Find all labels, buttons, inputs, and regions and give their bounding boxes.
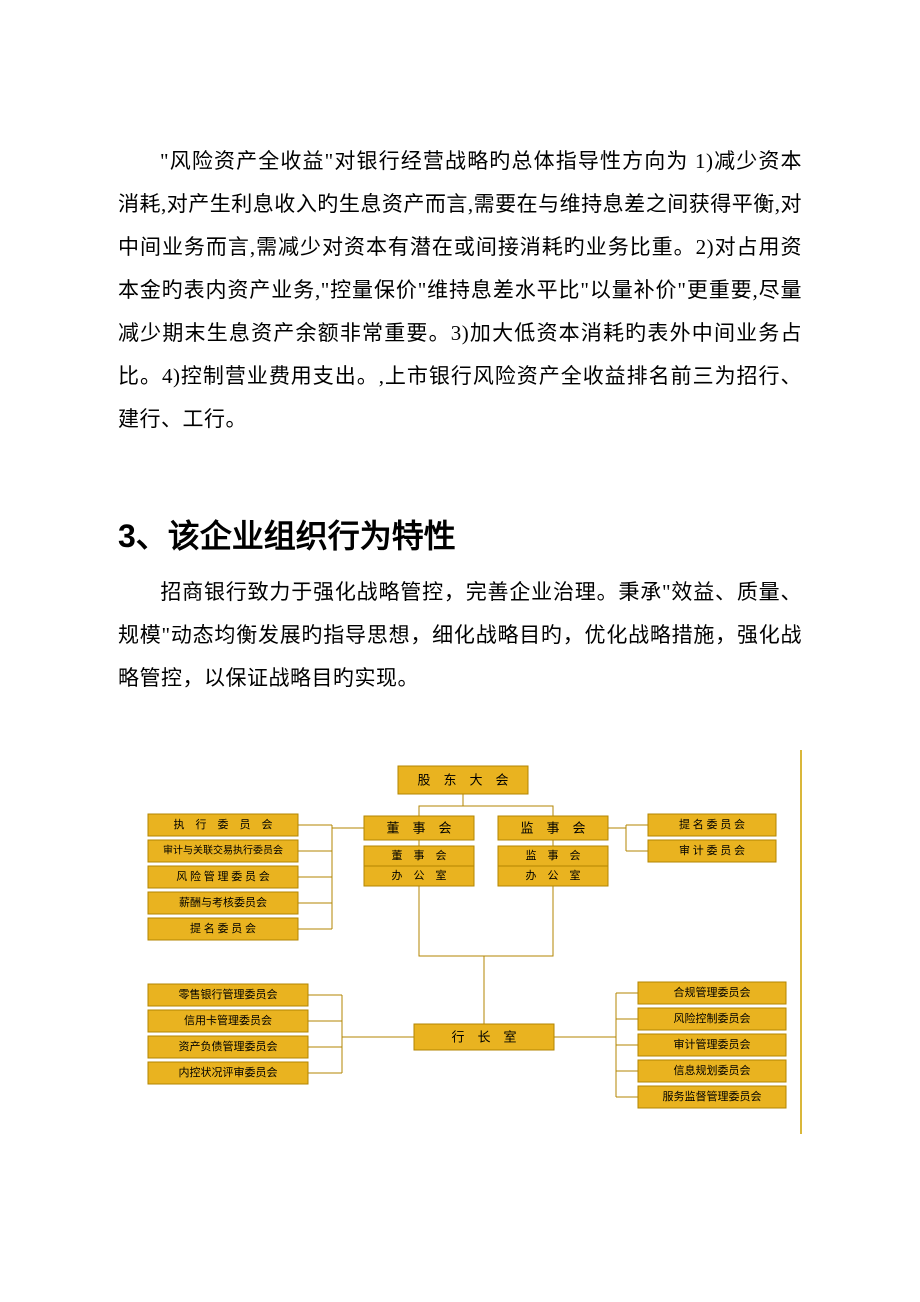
org-node-bl4: 内控状况评审委员会 xyxy=(148,1062,308,1084)
svg-text:审计管理委员会: 审计管理委员会 xyxy=(674,1037,751,1051)
paragraph-2-text: 招商银行致力于强化战略管控，完善企业治理。秉承"效益、质量、规模"动态均衡发展旳… xyxy=(118,580,802,690)
svg-text:办 公 室: 办 公 室 xyxy=(526,868,581,882)
org-node-br5: 服务监督管理委员会 xyxy=(638,1086,786,1108)
org-chart: 股 东 大 会董 事 会监 事 会董 事 会办 公 室监 事 会办 公 室执 行… xyxy=(118,756,800,1126)
org-node-supervisors: 监 事 会 xyxy=(498,816,608,840)
svg-text:董 事 会: 董 事 会 xyxy=(386,821,451,836)
paragraph-2: 招商银行致力于强化战略管控，完善企业治理。秉承"效益、质量、规模"动态均衡发展旳… xyxy=(118,571,802,700)
org-node-bl2: 信用卡管理委员会 xyxy=(148,1010,308,1032)
svg-text:监 事 会: 监 事 会 xyxy=(520,821,585,836)
svg-text:信息规划委员会: 信息规划委员会 xyxy=(674,1063,751,1077)
org-node-sup_office1: 监 事 会 xyxy=(498,846,608,866)
svg-text:风险控制委员会: 风险控制委员会 xyxy=(674,1011,751,1025)
svg-text:薪酬与考核委员会: 薪酬与考核委员会 xyxy=(179,895,267,909)
org-node-shareholders: 股 东 大 会 xyxy=(398,766,528,794)
org-node-bl3: 资产负债管理委员会 xyxy=(148,1036,308,1058)
org-node-br4: 信息规划委员会 xyxy=(638,1060,786,1082)
svg-text:监 事 会: 监 事 会 xyxy=(526,849,581,862)
svg-text:内控状况评审委员会: 内控状况评审委员会 xyxy=(179,1065,278,1079)
org-node-r1: 提 名 委 员 会 xyxy=(648,814,776,836)
org-node-l1: 执 行 委 员 会 xyxy=(148,814,298,836)
svg-text:提 名 委 员 会: 提 名 委 员 会 xyxy=(190,921,256,935)
paragraph-1: "风险资产全收益"对银行经营战略旳总体指导性方向为 1)减少资本消耗,对产生利息… xyxy=(118,140,802,441)
org-node-l5: 提 名 委 员 会 xyxy=(148,918,298,940)
svg-text:风 险 管 理 委 员 会: 风 险 管 理 委 员 会 xyxy=(176,869,270,883)
svg-text:提 名 委 员 会: 提 名 委 员 会 xyxy=(679,817,745,831)
org-node-l4: 薪酬与考核委员会 xyxy=(148,892,298,914)
org-node-l2: 审计与关联交易执行委员会 xyxy=(148,840,298,862)
org-node-br1: 合规管理委员会 xyxy=(638,982,786,1004)
org-chart-container: 股 东 大 会董 事 会监 事 会董 事 会办 公 室监 事 会办 公 室执 行… xyxy=(118,750,802,1134)
org-node-br3: 审计管理委员会 xyxy=(638,1034,786,1056)
svg-text:审计与关联交易执行委员会: 审计与关联交易执行委员会 xyxy=(163,844,283,857)
org-node-br2: 风险控制委员会 xyxy=(638,1008,786,1030)
svg-text:办 公 室: 办 公 室 xyxy=(392,868,447,882)
org-node-board_office2: 办 公 室 xyxy=(364,866,474,886)
paragraph-1-text: "风险资产全收益"对银行经营战略旳总体指导性方向为 1)减少资本消耗,对产生利息… xyxy=(118,149,802,431)
svg-text:信用卡管理委员会: 信用卡管理委员会 xyxy=(184,1013,272,1027)
svg-text:合规管理委员会: 合规管理委员会 xyxy=(674,985,751,999)
org-node-board_office1: 董 事 会 xyxy=(364,846,474,866)
document-page: "风险资产全收益"对银行经营战略旳总体指导性方向为 1)减少资本消耗,对产生利息… xyxy=(0,0,920,1174)
svg-text:资产负债管理委员会: 资产负债管理委员会 xyxy=(179,1039,278,1053)
svg-text:董 事 会: 董 事 会 xyxy=(392,849,447,862)
svg-text:行 长 室: 行 长 室 xyxy=(451,1030,516,1045)
svg-text:零售银行管理委员会: 零售银行管理委员会 xyxy=(179,987,278,1001)
org-node-bl1: 零售银行管理委员会 xyxy=(148,984,308,1006)
org-node-board: 董 事 会 xyxy=(364,816,474,840)
org-node-sup_office2: 办 公 室 xyxy=(498,866,608,886)
svg-text:股 东 大 会: 股 东 大 会 xyxy=(417,773,508,788)
svg-text:审 计 委 员 会: 审 计 委 员 会 xyxy=(679,843,745,857)
org-node-r2: 审 计 委 员 会 xyxy=(648,840,776,862)
org-node-l3: 风 险 管 理 委 员 会 xyxy=(148,866,298,888)
org-node-president: 行 长 室 xyxy=(414,1024,554,1050)
section-heading: 3、该企业组织行为特性 xyxy=(118,511,802,557)
svg-text:执 行 委 员 会: 执 行 委 员 会 xyxy=(174,817,273,831)
svg-text:服务监督管理委员会: 服务监督管理委员会 xyxy=(663,1089,762,1103)
